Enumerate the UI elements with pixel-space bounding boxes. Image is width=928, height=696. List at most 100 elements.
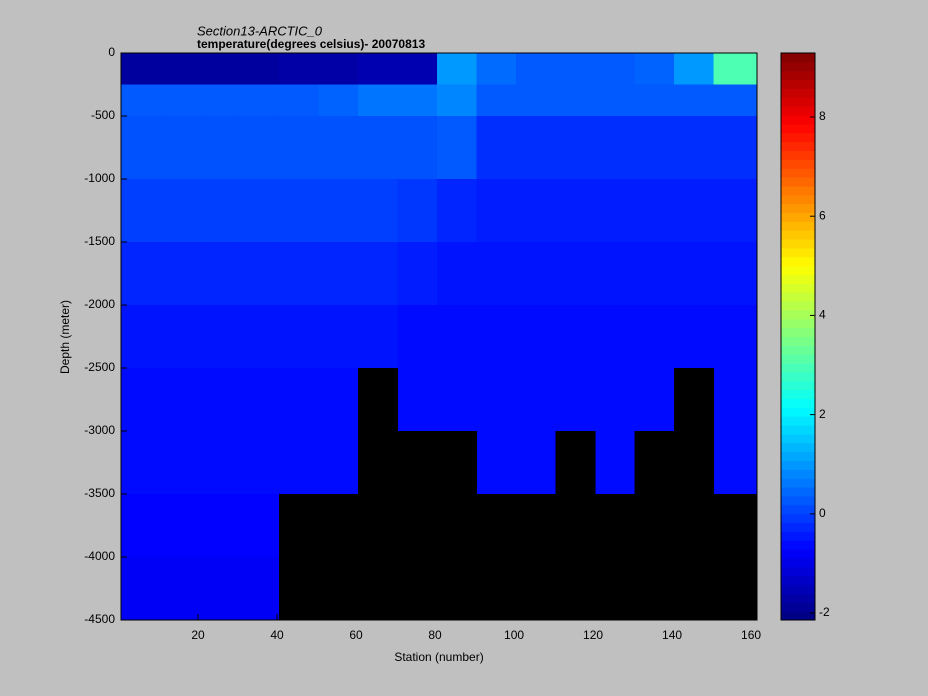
temperature-cell	[239, 84, 280, 117]
temperature-cell	[713, 53, 758, 85]
colorbar-swatch	[781, 433, 815, 444]
temperature-cell	[595, 242, 636, 306]
colorbar-swatch	[781, 389, 815, 400]
temperature-cell	[318, 53, 359, 85]
temperature-cell	[634, 53, 675, 85]
colorbar-swatch	[781, 336, 815, 346]
colorbar-swatch	[781, 469, 815, 479]
temperature-cell	[358, 116, 399, 180]
colorbar-swatch	[781, 150, 815, 160]
colorbar-swatch	[781, 141, 815, 151]
temperature-cell	[476, 305, 517, 369]
temperature-cell	[239, 305, 280, 369]
temperature-cell	[279, 179, 320, 243]
temperature-cell	[437, 305, 478, 369]
seafloor	[634, 431, 675, 620]
temperature-cell	[555, 305, 596, 369]
colorbar-swatch	[781, 407, 815, 417]
temperature-cell	[634, 242, 675, 306]
temperature-cell	[437, 242, 478, 306]
seafloor	[318, 494, 359, 620]
temperature-cell	[397, 305, 438, 369]
x-tick-label: 120	[583, 628, 603, 642]
colorbar-swatch	[781, 88, 815, 98]
temperature-cell	[476, 431, 517, 495]
temperature-cell	[200, 494, 241, 558]
y-tick-label: -1000	[84, 171, 115, 185]
y-tick-label: 0	[108, 45, 115, 59]
temperature-cell	[516, 179, 557, 243]
temperature-cell	[279, 305, 320, 369]
temperature-cell	[200, 242, 241, 306]
temperature-cell	[634, 116, 675, 180]
seafloor	[476, 494, 517, 620]
temperature-cell	[516, 368, 557, 432]
temperature-cell	[121, 431, 162, 495]
temperature-cell	[397, 242, 438, 306]
colorbar-tick-label: 2	[819, 407, 826, 421]
temperature-cell	[516, 116, 557, 180]
colorbar-swatch	[781, 212, 815, 222]
temperature-cell	[555, 116, 596, 180]
temperature-cell	[476, 84, 517, 117]
temperature-cell	[555, 242, 596, 306]
temperature-cell	[437, 53, 478, 85]
colorbar-swatch	[781, 451, 815, 462]
temperature-cell	[121, 53, 162, 85]
temperature-cell	[358, 84, 399, 117]
temperature-cell	[713, 84, 758, 117]
temperature-cell	[318, 179, 359, 243]
temperature-cell	[595, 305, 636, 369]
temperature-cell	[595, 179, 636, 243]
temperature-cell	[555, 368, 596, 432]
colorbar-swatch	[781, 522, 815, 532]
temperature-cell	[279, 53, 320, 85]
temperature-cell	[713, 116, 758, 180]
y-tick-label: -1500	[84, 234, 115, 248]
temperature-cell	[318, 84, 359, 117]
colorbar-swatch	[781, 584, 815, 594]
colorbar-swatch	[781, 425, 815, 435]
chart-subtitle: temperature(degrees celsius)- 20070813	[197, 37, 425, 51]
temperature-cell	[358, 305, 399, 369]
colorbar-swatch	[781, 194, 815, 205]
temperature-cell	[279, 368, 320, 432]
colorbar-swatch	[781, 123, 815, 134]
seafloor	[674, 368, 715, 620]
temperature-cell	[634, 84, 675, 117]
colorbar-swatch	[781, 70, 815, 81]
colorbar-swatch	[781, 327, 815, 337]
temperature-cell	[713, 368, 758, 432]
colorbar-swatch	[781, 230, 815, 240]
temperature-cell	[674, 242, 715, 306]
temperature-cell	[200, 368, 241, 432]
temperature-cell	[437, 84, 478, 117]
temperature-cell	[318, 431, 359, 495]
temperature-cell	[516, 84, 557, 117]
colorbar-swatch	[781, 203, 815, 213]
temperature-cell	[239, 116, 280, 180]
seafloor	[279, 494, 320, 620]
temperature-cell	[200, 116, 241, 180]
temperature-cell	[121, 494, 162, 558]
temperature-cell	[595, 431, 636, 495]
temperature-cell	[121, 557, 162, 621]
temperature-cell	[595, 116, 636, 180]
temperature-cell	[200, 305, 241, 369]
temperature-cell	[516, 431, 557, 495]
colorbar-swatch	[781, 549, 815, 559]
temperature-cell	[279, 431, 320, 495]
temperature-cell	[121, 116, 162, 180]
colorbar-swatch	[781, 115, 815, 125]
temperature-cell	[200, 53, 241, 85]
colorbar-swatch	[781, 283, 815, 293]
colorbar-swatch	[781, 247, 815, 258]
seafloor	[713, 494, 758, 620]
x-tick-label: 160	[741, 628, 761, 642]
colorbar-swatch	[781, 106, 815, 116]
colorbar-swatch	[781, 398, 815, 408]
x-tick-label: 60	[349, 628, 363, 642]
y-tick-label: -2000	[84, 297, 115, 311]
colorbar-swatch	[781, 292, 815, 302]
temperature-cell	[160, 84, 201, 117]
